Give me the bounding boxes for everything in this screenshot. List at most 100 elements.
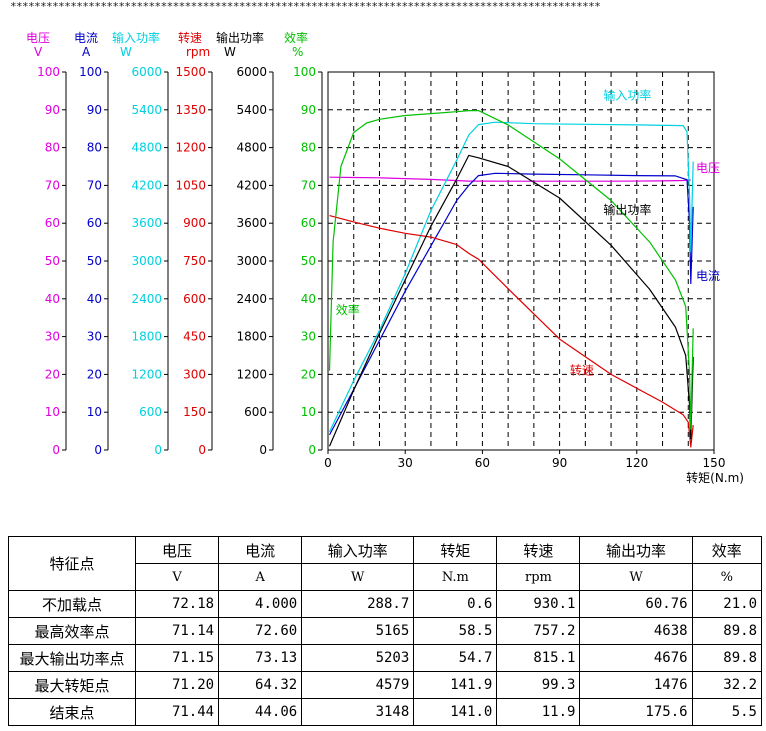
y-tick-label: 150 — [183, 405, 206, 419]
top-border: ****************************************… — [10, 0, 601, 13]
performance-chart: 电压V1009080706050403020100电流A100908070605… — [26, 30, 744, 485]
table-cell: 21.0 — [691, 590, 763, 618]
y-axis-output_power: 输出功率W60005400480042003600300024001800120… — [216, 30, 274, 457]
y-tick-label: 20 — [45, 367, 60, 381]
table-cell: 5.5 — [691, 698, 763, 726]
y-tick-label: 5400 — [236, 103, 267, 117]
series-group — [328, 109, 694, 448]
table-body: 不加载点 72.18 4.000 288.7 0.6 930.1 60.76 21.0 最高效率… — [8, 590, 763, 726]
table-row: 不加载点 72.18 4.000 288.7 0.6 930.1 60.76 21.0 — [8, 590, 763, 618]
y-tick-label: 2400 — [236, 292, 267, 306]
y-axis-unit: W — [224, 45, 236, 59]
y-tick-label: 300 — [183, 367, 206, 381]
y-tick-label: 0 — [259, 443, 267, 457]
y-tick-label: 20 — [87, 367, 102, 381]
col-header: 转速 — [496, 536, 581, 564]
y-tick-label: 3000 — [236, 254, 267, 268]
y-tick-label: 0 — [198, 443, 206, 457]
y-tick-label: 50 — [45, 254, 60, 268]
series-line-speed — [329, 215, 694, 448]
y-tick-label: 30 — [87, 330, 102, 344]
table-cell: 58.5 — [413, 617, 498, 645]
y-tick-label: 20 — [301, 367, 316, 381]
y-axis-title: 效率 — [284, 30, 308, 45]
table-row: 最大转矩点 71.20 64.32 4579 141.9 99.3 1476 32.2 — [8, 671, 763, 699]
y-tick-label: 0 — [94, 443, 102, 457]
y-axis-unit: rpm — [186, 45, 210, 59]
x-tick-label: 120 — [625, 456, 648, 470]
y-tick-label: 900 — [183, 216, 206, 230]
table-cell: 64.32 — [218, 671, 303, 699]
y-tick-label: 80 — [87, 141, 102, 155]
y-tick-label: 70 — [45, 178, 60, 192]
table-cell: 5165 — [301, 617, 415, 645]
y-tick-label: 6000 — [131, 65, 162, 79]
x-tick-label: 30 — [398, 456, 413, 470]
table-cell: 4638 — [579, 617, 693, 645]
table-cell: 32.2 — [691, 671, 763, 699]
series-line-voltage — [329, 176, 691, 182]
y-axis-title: 输入功率 — [112, 30, 160, 45]
x-tick-label: 60 — [475, 456, 490, 470]
y-tick-label: 50 — [87, 254, 102, 268]
y-tick-label: 70 — [87, 178, 102, 192]
y-axis-unit: A — [82, 45, 91, 59]
table-cell: 99.3 — [496, 671, 581, 699]
y-tick-label: 450 — [183, 330, 206, 344]
y-tick-label: 60 — [87, 216, 102, 230]
y-tick-label: 70 — [301, 178, 316, 192]
col-header: 转矩 — [413, 536, 498, 564]
table-cell: 930.1 — [496, 590, 581, 618]
row-label: 最大转矩点 — [8, 671, 136, 699]
y-axis-title: 电压 — [26, 31, 50, 45]
table-row: 最高效率点 71.14 72.60 5165 58.5 757.2 4638 89.8 — [8, 617, 763, 645]
y-tick-label: 3600 — [131, 216, 162, 230]
y-tick-label: 80 — [301, 141, 316, 155]
y-tick-label: 90 — [301, 103, 316, 117]
x-tick-label: 0 — [324, 456, 332, 470]
y-tick-label: 90 — [87, 103, 102, 117]
y-tick-label: 0 — [154, 443, 162, 457]
table-cell: 815.1 — [496, 644, 581, 672]
table-cell: 72.18 — [134, 590, 220, 618]
series-line-efficiency — [328, 109, 694, 430]
col-unit: N.m — [413, 563, 498, 591]
y-axis-title: 电流 — [74, 31, 98, 45]
y-tick-label: 10 — [301, 405, 316, 419]
x-axis-label: 转矩(N.m) — [686, 470, 744, 485]
table-cell: 11.9 — [496, 698, 581, 726]
y-tick-label: 80 — [45, 141, 60, 155]
table-cell: 4.000 — [218, 590, 303, 618]
y-tick-label: 4800 — [131, 141, 162, 155]
table-cell: 757.2 — [496, 617, 581, 645]
table-cell: 5203 — [301, 644, 415, 672]
y-tick-label: 30 — [301, 330, 316, 344]
y-tick-label: 30 — [45, 330, 60, 344]
header-feature-point: 特征点 — [8, 536, 136, 591]
y-tick-label: 3000 — [131, 254, 162, 268]
table-cell: 89.8 — [691, 617, 763, 645]
y-tick-label: 50 — [301, 254, 316, 268]
y-tick-label: 100 — [37, 65, 60, 79]
series-annotation: 效率 — [336, 302, 360, 317]
y-tick-label: 1800 — [131, 330, 162, 344]
plot-grid — [327, 71, 715, 451]
y-axis-unit: W — [120, 45, 132, 59]
y-tick-label: 1050 — [175, 178, 206, 192]
characteristic-points-table: 特征点 电压 电流 输入功率 转矩 转速 输出功率 效率 V A W N.m r… — [8, 536, 763, 726]
col-header: 电压 — [134, 536, 220, 564]
table-cell: 72.60 — [218, 617, 303, 645]
y-tick-label: 1200 — [236, 367, 267, 381]
row-label: 不加载点 — [8, 590, 136, 618]
col-unit: V — [134, 563, 220, 591]
col-unit: W — [579, 563, 693, 591]
y-tick-label: 60 — [45, 216, 60, 230]
table-cell: 4579 — [301, 671, 415, 699]
table-cell: 1476 — [579, 671, 693, 699]
y-tick-label: 4200 — [131, 178, 162, 192]
y-tick-label: 40 — [301, 292, 316, 306]
y-tick-label: 0 — [52, 443, 60, 457]
